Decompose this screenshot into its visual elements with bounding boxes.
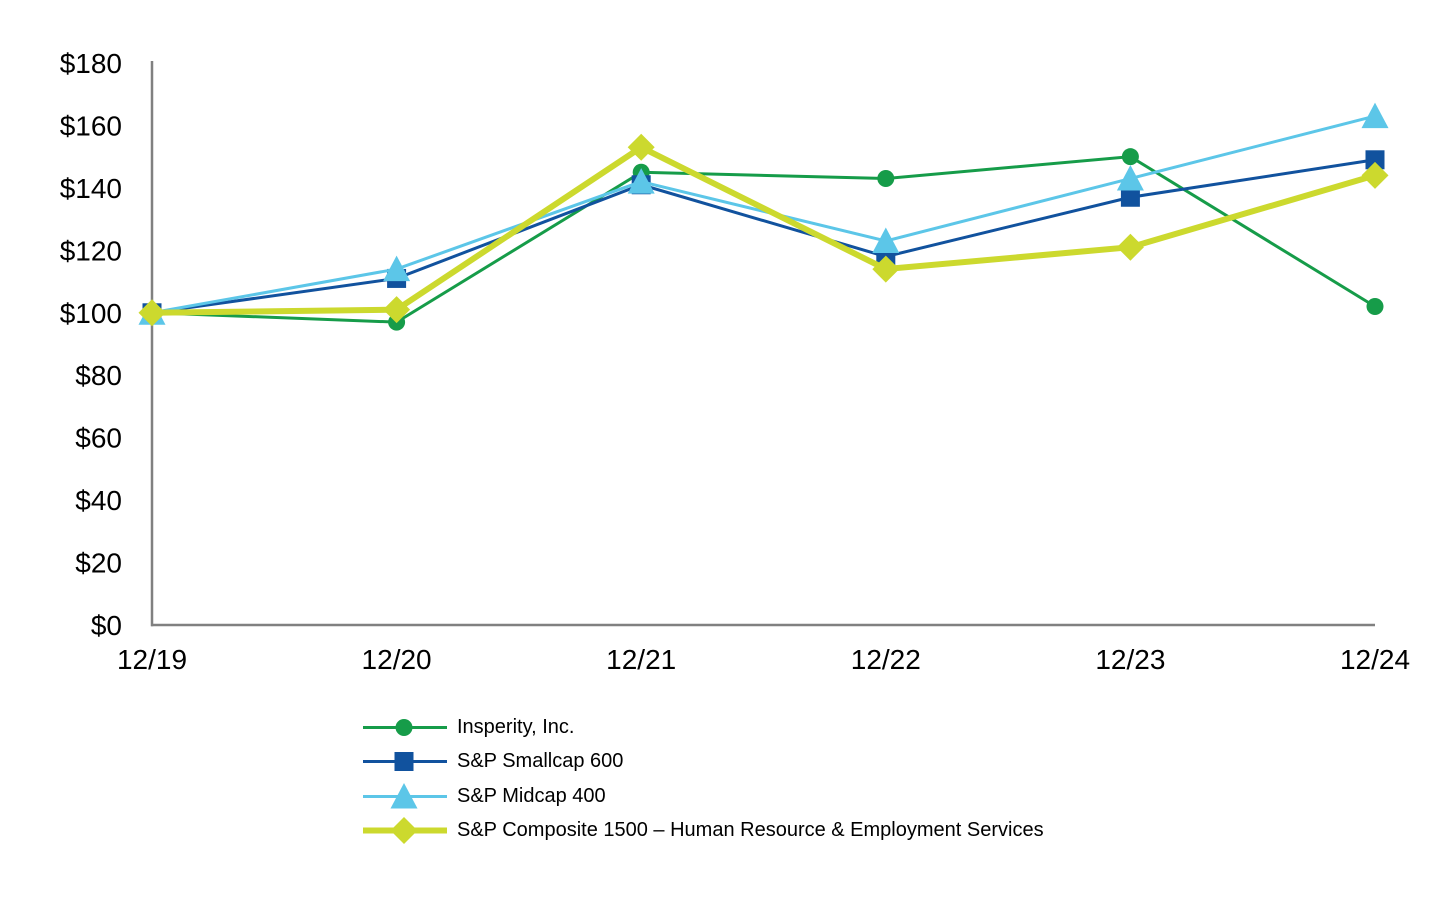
legend-swatch-square-icon [363,752,447,772]
legend-marker-triangle [390,782,418,809]
legend-swatch-circle-icon [363,718,447,736]
series-marker-diamond-s-p-composite-1500-human-resource-employ [1116,233,1144,261]
series-marker-triangle-s-p-midcap-400 [872,227,900,253]
legend-swatch-triangle-icon [363,782,447,809]
y-axis-tick-label: $160 [60,110,122,141]
series-line-s-p-smallcap-600 [151,158,1376,315]
y-axis-tick-label: $120 [60,235,122,266]
series-marker-triangle-s-p-midcap-400 [1361,102,1389,129]
legend-marker-circle [395,718,413,736]
series-marker-triangle-s-p-midcap-400 [627,168,655,194]
y-axis-tick-label: $40 [75,485,122,516]
legend-item-insperity: Insperity, Inc. [363,710,1044,745]
legend-label-sp-composite-1500: S&P Composite 1500 – Human Resource & Em… [457,819,1044,842]
x-axis-tick-label: 12/21 [606,644,676,675]
x-axis-tick-label: 12/22 [851,644,921,675]
y-axis-tick-label: $140 [60,173,122,204]
series-marker-diamond-s-p-composite-1500-human-resource-employ [627,133,655,161]
series-marker-circle-insperity-inc [1121,148,1139,166]
y-axis-tick-label: $100 [60,298,122,329]
legend-label-sp-midcap-400: S&P Midcap 400 [457,784,606,807]
x-axis-tick-label: 12/20 [362,644,432,675]
legend: Insperity, Inc. S&P Smallcap 600 S&P Mid… [363,710,1044,848]
series-marker-diamond-s-p-composite-1500-human-resource-employ [1361,161,1389,189]
y-axis-tick-label: $80 [75,360,122,391]
x-axis-tick-label: 12/23 [1095,644,1165,675]
legend-label-sp-smallcap-600: S&P Smallcap 600 [457,750,624,773]
legend-item-sp-smallcap-600: S&P Smallcap 600 [363,745,1044,780]
legend-swatch-diamond-icon [363,817,447,845]
series-marker-diamond-s-p-composite-1500-human-resource-employ [383,296,411,324]
series-marker-diamond-s-p-composite-1500-human-resource-employ [138,299,166,327]
x-axis-tick-label: 12/24 [1340,644,1410,675]
y-axis-tick-label: $180 [60,48,122,79]
plot-svg: $0 $20 $40 $60 $80 $100 $120 $140 $160 $180 12/19 1… [60,48,1410,675]
y-axis-tick-label: $0 [91,610,122,641]
series-marker-triangle-s-p-midcap-400 [383,255,411,282]
series-marker-square-s-p-smallcap-600 [1120,187,1140,207]
series-marker-diamond-s-p-composite-1500-human-resource-employ [872,255,900,283]
y-axis-tick-label: $20 [75,548,122,579]
series-line-s-p-composite-1500-human-resource-employ [151,143,1376,316]
series-marker-triangle-s-p-midcap-400 [1116,165,1144,191]
legend-item-sp-midcap-400: S&P Midcap 400 [363,779,1044,814]
y-axis-tick-label: $60 [75,423,122,454]
series-marker-square-s-p-smallcap-600 [1365,150,1385,170]
legend-item-sp-composite-1500: S&P Composite 1500 – Human Resource & Em… [363,814,1044,849]
legend-label-insperity: Insperity, Inc. [457,715,575,738]
series-marker-circle-insperity-inc [877,170,895,188]
x-axis-tick-label: 12/19 [117,644,187,675]
legend-marker-diamond [390,817,418,845]
series-line-s-p-midcap-400 [151,114,1376,315]
legend-marker-square [394,752,414,772]
series-line-insperity-inc [151,155,1376,324]
series-marker-circle-insperity-inc [1366,298,1384,316]
